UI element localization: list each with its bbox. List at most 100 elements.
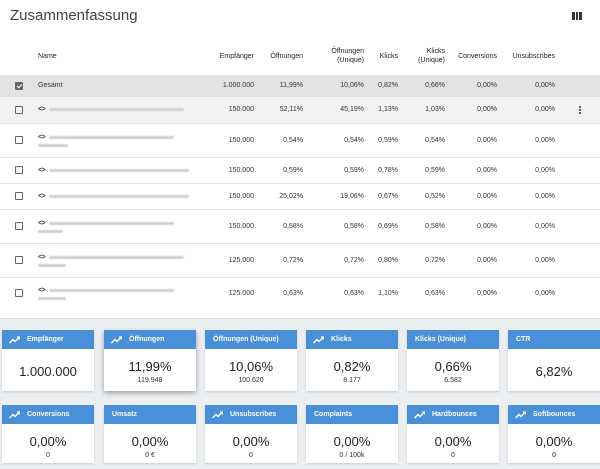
kpi-card-softbounces[interactable]: Softbounces 0,00% 0: [508, 405, 600, 463]
kpi-card-header: Öffnungen: [104, 330, 196, 349]
kpi-card-klicks[interactable]: Klicks 0,82% 8.177: [306, 330, 398, 391]
kpi-card-value: 10,06%: [228, 359, 274, 374]
kpi-card-complaints[interactable]: Complaints 0,00% 0 / 100k: [306, 405, 398, 463]
code-icon: <>: [38, 253, 46, 261]
code-icon: <>: [38, 106, 46, 113]
kpi-card-empf-nger[interactable]: Empfänger 1.000.000: [2, 330, 94, 391]
kpi-card-unsubscribes[interactable]: Unsubscribes 0,00% 0: [205, 405, 297, 463]
kpi-card-header: Softbounces: [508, 405, 600, 424]
kpi-card-value: 0,82%: [333, 359, 371, 374]
table-header-row: Name Empfänger Öffnungen Öffnungen (Uniqu…: [0, 38, 600, 75]
row-checkbox[interactable]: [15, 222, 23, 230]
redacted-name: [49, 288, 175, 292]
kpi-card-ctr[interactable]: CTR 6,82%: [508, 330, 600, 391]
kpi-card-header: Unsubscribes: [205, 405, 297, 424]
row-checkbox[interactable]: [15, 192, 23, 200]
header-klicks[interactable]: Klicks: [379, 52, 398, 60]
trending-up-icon: [9, 410, 20, 418]
kpi-card-subvalue: 0: [46, 452, 50, 459]
table-row[interactable]: <> 150.000 0,59% 0,59% 0,78% 0,59% 0,00%…: [0, 156, 600, 183]
table-row[interactable]: <> 125.000 0,63% 0,63% 1,10% 0,63% 0,00%…: [0, 276, 600, 309]
kpi-card-value: 11,99%: [128, 359, 172, 374]
kpi-card-title: Complaints: [314, 411, 353, 418]
row-checkbox[interactable]: [15, 256, 23, 264]
panel-title: Zusammenfassung: [10, 7, 138, 24]
kpi-card-header: Öffnungen (Unique): [205, 330, 297, 349]
kpi-card-title: CTR: [516, 336, 531, 343]
table-row-total[interactable]: Gesamt 1.000.000 11,99% 10,06% 0,82% 0,6…: [0, 74, 600, 96]
kpi-card-hardbounces[interactable]: Hardbounces 0,00% 0: [407, 405, 499, 463]
header-name[interactable]: Name: [38, 52, 57, 60]
trending-up-icon: [212, 410, 223, 418]
kpi-card-ffnungen-unique[interactable]: Öffnungen (Unique) 10,06% 100.620: [205, 330, 297, 391]
kpi-card-header: Umsatz: [104, 405, 196, 424]
kpi-card-value: 6,82%: [535, 364, 573, 379]
kpi-card-subvalue: 8.177: [343, 377, 361, 384]
trending-up-icon: [515, 410, 526, 418]
kpi-card-value: 0,00%: [535, 434, 573, 449]
kpi-card-ffnungen[interactable]: Öffnungen 11,99% 119.948: [104, 330, 196, 391]
redacted-name: [49, 168, 190, 172]
kpi-card-value: 0,00%: [29, 434, 67, 449]
kpi-card-subvalue: 0 €: [145, 452, 155, 459]
header-unsubscribes[interactable]: Unsubscribes: [512, 52, 555, 60]
kpi-card-title: Conversions: [27, 411, 70, 418]
kpi-card-value: 0,00%: [131, 434, 169, 449]
table-row[interactable]: <> 150.000 52,11% 45,19% 1,13% 1,03% 0,0…: [0, 95, 600, 123]
table-row[interactable]: <> 125.000 0,72% 0,72% 0,80% 0,72% 0,00%…: [0, 242, 600, 277]
row-name: Gesamt: [38, 74, 202, 96]
header-conversions[interactable]: Conversions: [458, 52, 497, 60]
kpi-card-header: Empfänger: [2, 330, 94, 349]
code-icon: <>: [38, 219, 46, 227]
code-icon: <>: [38, 286, 46, 294]
row-checkbox[interactable]: [15, 136, 23, 144]
redacted-name: [49, 108, 185, 111]
kpi-card-header: Hardbounces: [407, 405, 499, 424]
table-row[interactable]: <> 150.000 0,54% 0,54% 0,59% 0,54% 0,00%…: [0, 122, 600, 157]
table-row[interactable]: <> 150.000 25,02% 19,06% 0,67% 0,52% 0,0…: [0, 182, 600, 209]
summary-panel: Zusammenfassung Name Empfänger Öffnungen…: [0, 0, 600, 319]
table-row[interactable]: <> 150.000 0,58% 0,58% 0,69% 0,58% 0,00%…: [0, 208, 600, 243]
kpi-card-title: Hardbounces: [432, 411, 477, 418]
kpi-card-conversions[interactable]: Conversions 0,00% 0: [2, 405, 94, 463]
kpi-card-klicks-unique[interactable]: Klicks (Unique) 0,66% 6.582: [407, 330, 499, 391]
kpi-card-subvalue: 100.620: [238, 377, 264, 384]
kpi-card-title: Öffnungen: [129, 336, 165, 343]
code-icon: <>: [38, 192, 46, 200]
kpi-card-title: Empfänger: [27, 336, 64, 343]
redacted-name: [49, 194, 190, 198]
kpi-card-value: 0,66%: [434, 359, 472, 374]
kpi-card-subvalue: 0: [552, 452, 556, 459]
kpi-card-header: Complaints: [306, 405, 398, 424]
code-icon: <>: [38, 133, 46, 141]
kpi-card-value: 0,00%: [333, 434, 371, 449]
header-empfaenger[interactable]: Empfänger: [219, 52, 254, 60]
kpi-card-subvalue: 0: [451, 452, 455, 459]
row-checkbox[interactable]: [15, 289, 23, 298]
trending-up-icon: [111, 335, 122, 343]
header-oeffnungen-unique[interactable]: Öffnungen (Unique): [331, 48, 364, 65]
view-column-icon[interactable]: [572, 12, 583, 20]
kpi-card-umsatz[interactable]: Umsatz 0,00% 0 €: [104, 405, 196, 463]
kpi-card-value: 1.000.000: [19, 364, 77, 379]
header-klicks-unique[interactable]: Klicks (Unique): [418, 48, 445, 65]
code-icon: <>: [38, 166, 46, 174]
kpi-card-subvalue: 0 / 100k: [339, 452, 365, 459]
kpi-card-value: 0,00%: [232, 434, 270, 449]
header-oeffnungen[interactable]: Öffnungen: [270, 52, 303, 60]
kpi-card-subvalue: 6.582: [444, 377, 462, 384]
kpi-card-header: Klicks (Unique): [407, 330, 499, 349]
kpi-card-title: Klicks (Unique): [415, 336, 466, 343]
redacted-name: [49, 221, 175, 225]
kpi-card-value: 0,00%: [434, 434, 472, 449]
more-vert-icon[interactable]: [563, 105, 596, 114]
checkbox-total[interactable]: [15, 81, 23, 90]
row-checkbox[interactable]: [15, 166, 23, 174]
redacted-name: [49, 135, 175, 139]
kpi-card-subvalue: 0: [249, 452, 253, 459]
kpi-card-header: Conversions: [2, 405, 94, 424]
trending-up-icon: [414, 410, 425, 418]
trending-up-icon: [313, 335, 324, 343]
row-checkbox[interactable]: [15, 105, 23, 114]
kpi-card-subvalue: 119.948: [137, 377, 163, 384]
